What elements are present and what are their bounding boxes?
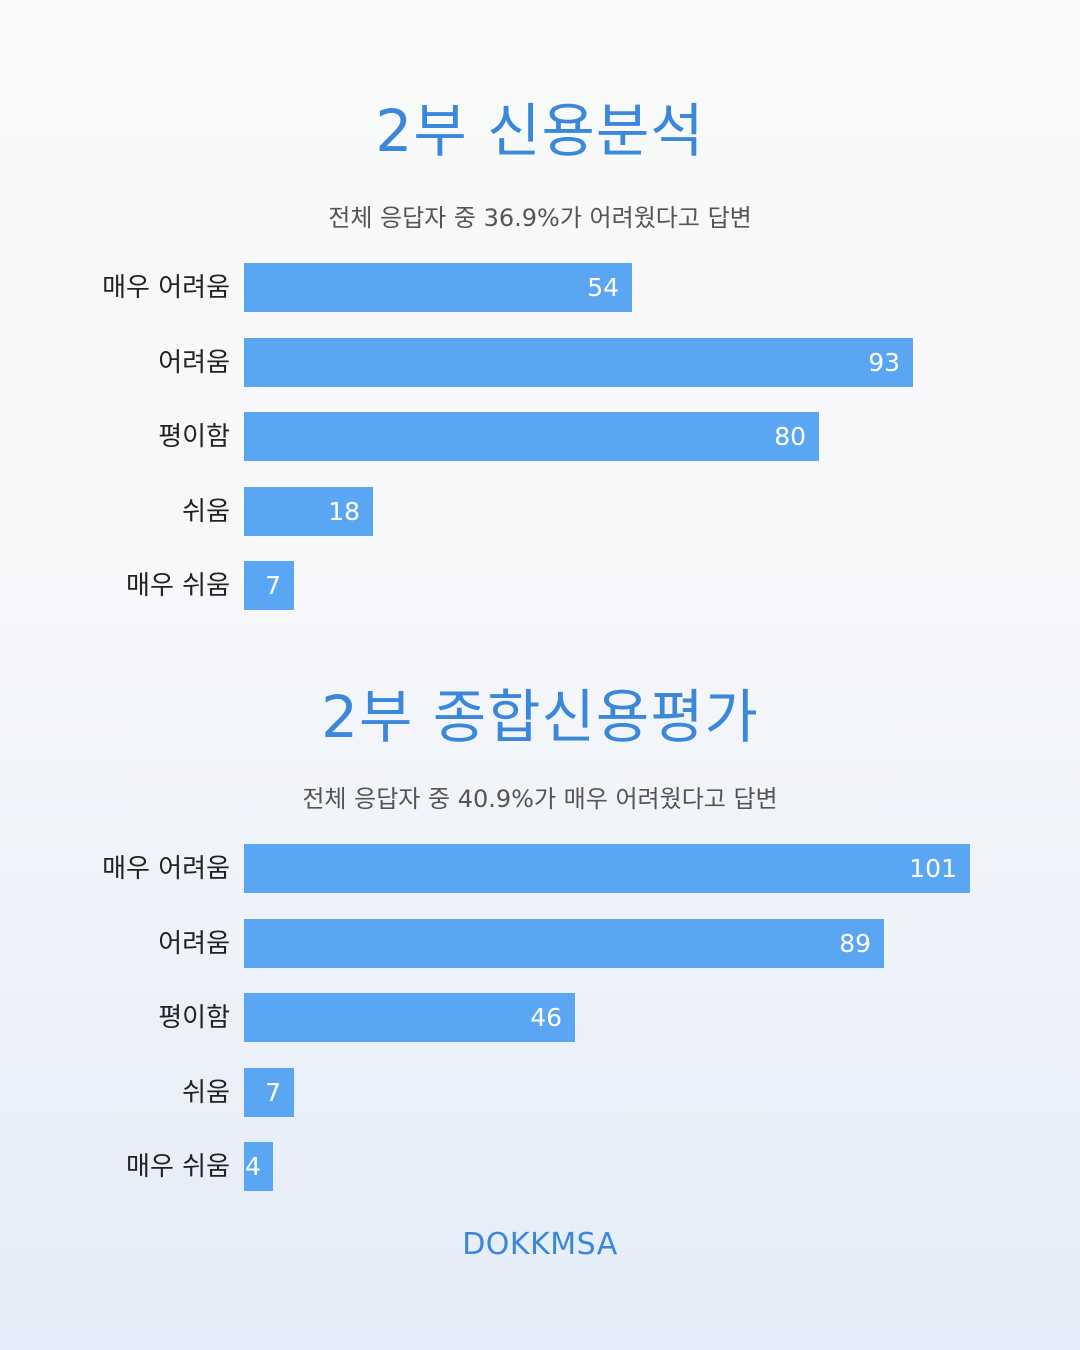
bar-row: 쉬움 18 [0,487,1080,537]
bar [244,338,913,387]
chart-subtitle: 전체 응답자 중 40.9%가 매우 어려웠다고 답변 [302,785,778,813]
bar-value-label: 101 [909,854,957,883]
bar-row: 평이함 46 [0,993,1080,1043]
bar-row: 어려움 89 [0,919,1080,969]
bar-value-label: 80 [774,422,806,451]
bar-row: 매우 어려움 101 [0,844,1080,894]
bar-value-label: 54 [587,273,619,302]
bar [244,1142,273,1191]
bar-row: 어려움 93 [0,338,1080,388]
bar [244,561,294,610]
bar-row: 매우 쉬움 4 [0,1142,1080,1192]
category-label: 쉬움 [182,1078,230,1108]
bar-value-label: 89 [839,929,871,958]
bar-value-label: 46 [530,1003,562,1032]
bar [244,1068,294,1117]
bar-row: 매우 쉬움 7 [0,561,1080,611]
bar-value-label: 7 [265,571,281,600]
category-label: 매우 쉬움 [126,571,230,601]
bar-row: 매우 어려움 54 [0,263,1080,313]
bar [244,919,884,968]
chart-title: 2부 종합신용평가 [321,683,759,751]
bar [244,263,632,312]
category-label: 평이함 [158,422,230,452]
bar [244,844,970,893]
category-label: 매우 어려움 [102,854,230,884]
bar [244,487,373,536]
brand-wordmark: DOKKMSA [462,1227,618,1262]
chart-title: 2부 신용분석 [375,97,705,165]
category-label: 어려움 [158,348,230,378]
bar-list: 매우 어려움 54 어려움 93 평이함 80 쉬움 18 매우 쉬움 7 [0,263,1080,623]
bar-value-label: 93 [868,348,900,377]
bar-row: 쉬움 7 [0,1068,1080,1118]
bar [244,993,575,1042]
bar-row: 평이함 80 [0,412,1080,462]
category-label: 평이함 [158,1003,230,1033]
category-label: 매우 쉬움 [126,1152,230,1182]
bar-value-label: 4 [245,1152,261,1181]
bar-list: 매우 어려움 101 어려움 89 평이함 46 쉬움 7 매우 쉬움 4 [0,844,1080,1204]
category-label: 어려움 [158,929,230,959]
category-label: 쉬움 [182,497,230,527]
category-label: 매우 어려움 [102,273,230,303]
bar [244,412,819,461]
bar-value-label: 18 [328,497,360,526]
chart-subtitle: 전체 응답자 중 36.9%가 어려웠다고 답변 [328,204,752,232]
bar-value-label: 7 [265,1078,281,1107]
